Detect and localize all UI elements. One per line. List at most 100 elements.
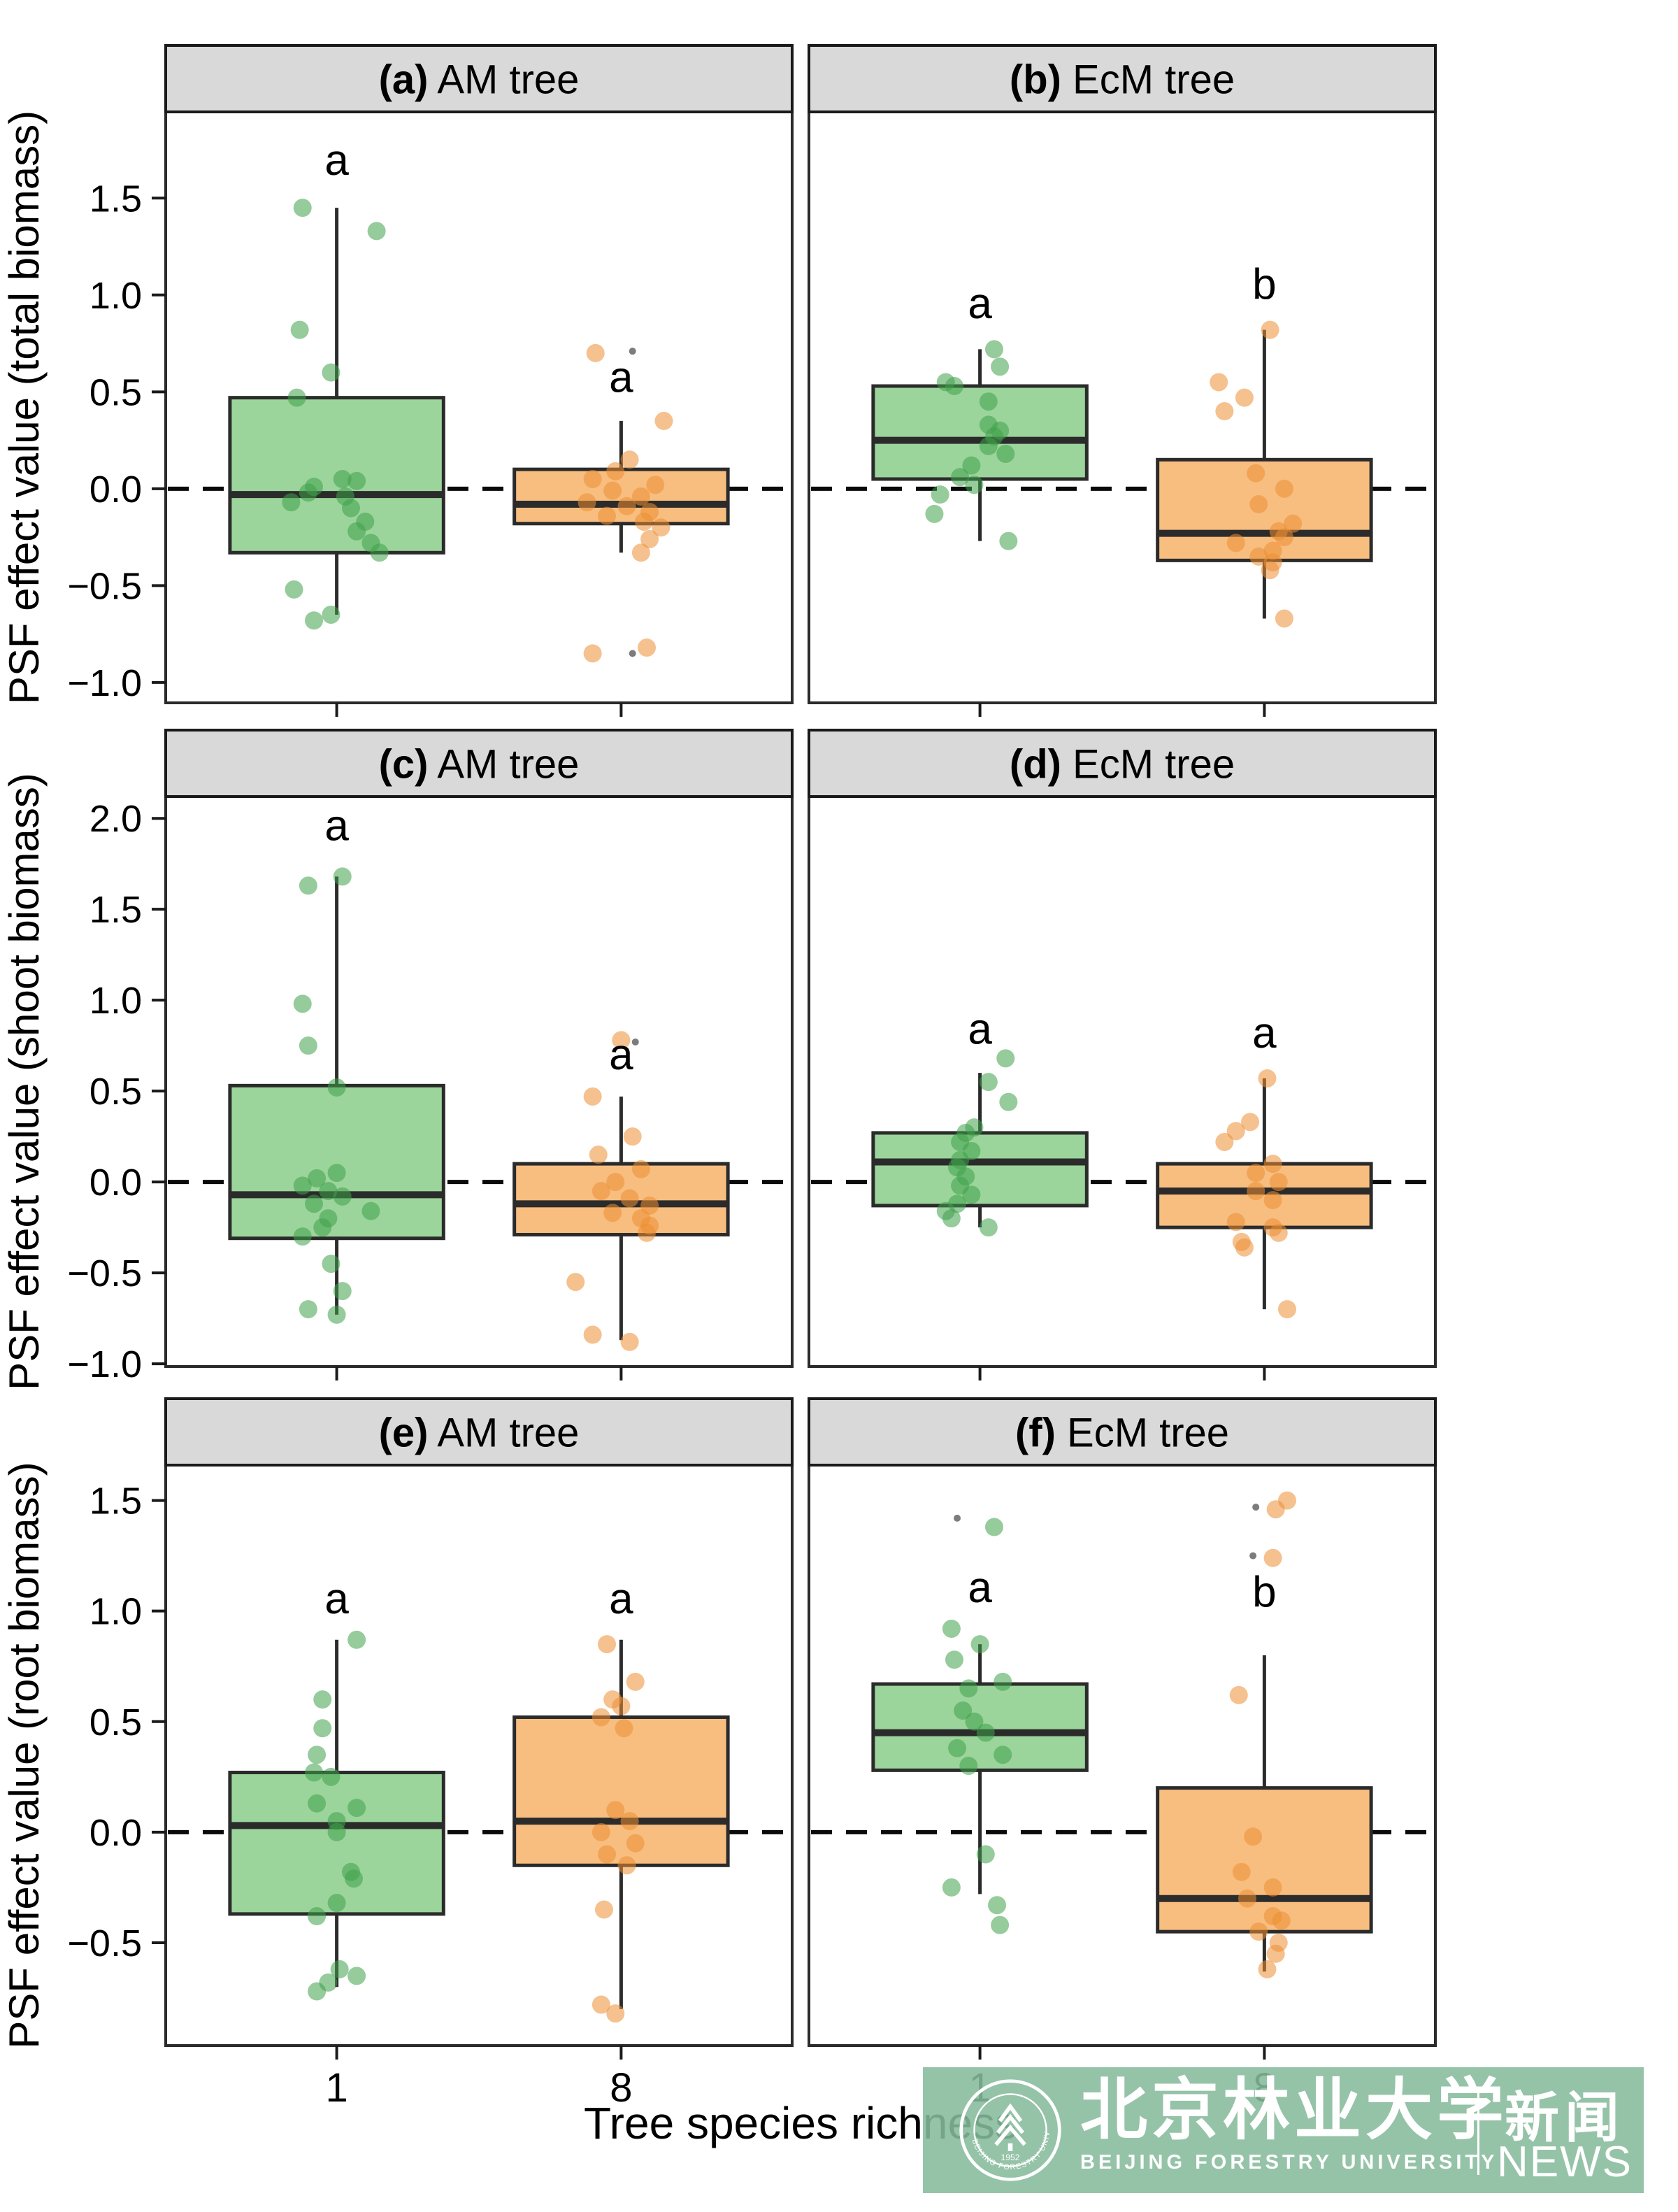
seal-tree-chevron: [996, 2113, 1025, 2134]
seal-tree-chevron: [994, 2124, 1026, 2146]
data-point-richness-1: [984, 1518, 1003, 1536]
box-richness-1: [228, 1771, 445, 1916]
watermark-news-label-en: NEWS: [1497, 2138, 1633, 2186]
data-point-richness-1: [327, 1078, 346, 1097]
data-point-richness-8: [612, 1031, 631, 1050]
data-point-richness-1: [333, 470, 352, 489]
y-tick-label: −1.0: [67, 1343, 142, 1385]
data-point-richness-1: [948, 1739, 967, 1757]
data-point-richness-8: [615, 1719, 633, 1738]
data-point-richness-8: [1247, 1164, 1265, 1183]
data-point-richness-1: [962, 1185, 981, 1204]
data-point-richness-1: [361, 1201, 380, 1220]
data-point-richness-8: [1235, 1238, 1254, 1257]
box-richness-1: [871, 1682, 1089, 1772]
y-axis-title: PSF effect value (total biomass): [1, 110, 48, 704]
data-point-richness-8: [583, 1325, 602, 1344]
data-point-richness-8: [617, 1856, 636, 1875]
data-point-richness-1: [942, 1619, 961, 1638]
data-point-richness-8: [631, 1159, 650, 1178]
data-point-richness-8: [626, 1672, 645, 1691]
data-point-richness-1: [308, 1746, 327, 1764]
data-point-richness-8: [1241, 1113, 1260, 1132]
data-point-richness-8: [1249, 495, 1268, 514]
panel-b: a b (b) EcM tree: [808, 44, 1437, 704]
data-point-richness-1: [370, 543, 389, 562]
significance-letter-richness-8: a: [609, 1575, 633, 1623]
data-point-richness-8: [640, 1196, 659, 1215]
data-point-richness-1: [293, 199, 312, 217]
y-tick-label: 1.0: [89, 275, 142, 317]
strip-label: AM tree: [428, 1411, 579, 1456]
data-point-richness-1: [305, 1194, 324, 1213]
outlier-point-richness-8: [1252, 1504, 1260, 1511]
outlier-point-richness-8: [629, 348, 636, 355]
data-point-richness-8: [598, 506, 617, 525]
data-point-richness-1: [999, 531, 1018, 550]
data-point-richness-1: [308, 1794, 327, 1813]
data-point-richness-1: [991, 357, 1010, 376]
data-point-richness-8: [1263, 1191, 1282, 1210]
data-point-richness-1: [959, 1679, 978, 1698]
data-point-richness-1: [942, 1878, 961, 1897]
significance-letter-richness-1: a: [324, 136, 349, 185]
data-point-richness-1: [305, 1763, 324, 1782]
panel-a: a a (a) AM tree: [164, 44, 794, 704]
facet-strip: [164, 729, 794, 798]
y-tick-label: 0.5: [89, 1701, 142, 1743]
significance-letter-richness-1: a: [968, 280, 992, 328]
watermark-banner: 1952 BEIJING FORESTRY UNIVERSITY 北京林业大学 …: [923, 2067, 1644, 2193]
data-point-richness-1: [313, 1690, 332, 1709]
data-point-richness-1: [299, 876, 317, 895]
data-point-richness-1: [994, 1672, 1012, 1691]
data-point-richness-1: [925, 504, 944, 523]
data-point-richness-1: [931, 485, 949, 504]
y-tick-label: 1.0: [89, 980, 142, 1022]
data-point-richness-1: [347, 522, 366, 541]
data-point-richness-8: [638, 638, 657, 657]
data-point-richness-1: [347, 1630, 366, 1649]
strip-tag: (a): [379, 57, 429, 103]
data-point-richness-1: [293, 1176, 312, 1195]
x-tick-label: 1: [325, 2065, 347, 2111]
facet-strip: [808, 44, 1437, 113]
data-point-richness-8: [1269, 1223, 1288, 1242]
data-point-richness-1: [996, 1049, 1015, 1068]
data-point-richness-8: [606, 1801, 625, 1820]
data-point-richness-8: [606, 462, 625, 480]
data-point-richness-8: [623, 1127, 642, 1146]
watermark-university-name-en: BEIJING FORESTRY UNIVERSITY: [1080, 2151, 1498, 2174]
data-point-richness-8: [617, 497, 636, 515]
y-tick-label: 1.5: [89, 178, 142, 220]
data-point-richness-1: [327, 1894, 346, 1913]
data-point-richness-8: [1226, 534, 1245, 552]
strip-title-c: (c) AM tree: [379, 742, 580, 787]
data-point-richness-8: [1229, 1685, 1248, 1704]
strip-label: EcM tree: [1056, 1411, 1229, 1456]
data-point-richness-8: [598, 1845, 617, 1864]
data-point-richness-1: [942, 1209, 961, 1228]
strip-label: AM tree: [428, 57, 579, 103]
box-richness-1: [871, 1131, 1089, 1208]
strip-title-b: (b) EcM tree: [1010, 57, 1235, 103]
facet-strip: [164, 44, 794, 113]
strip-tag: (f): [1015, 1411, 1056, 1456]
data-point-richness-1: [305, 611, 324, 630]
data-point-richness-8: [1244, 1827, 1263, 1846]
seal-tree-chevron: [998, 2103, 1023, 2122]
data-point-richness-8: [631, 487, 650, 506]
data-point-richness-8: [594, 1900, 613, 1919]
data-point-richness-8: [606, 1173, 625, 1192]
data-point-richness-8: [1263, 1878, 1282, 1897]
data-point-richness-1: [327, 1164, 346, 1183]
data-point-richness-8: [634, 512, 653, 531]
data-point-richness-8: [1235, 388, 1254, 407]
panel-e: a a (e) AM tree: [164, 1397, 794, 2047]
data-point-richness-1: [293, 1227, 312, 1246]
panel-d: a a (d) EcM tree: [808, 729, 1437, 1368]
data-point-richness-1: [308, 1169, 327, 1187]
significance-letter-richness-1: a: [324, 801, 349, 850]
strip-title-e: (e) AM tree: [379, 1411, 580, 1456]
